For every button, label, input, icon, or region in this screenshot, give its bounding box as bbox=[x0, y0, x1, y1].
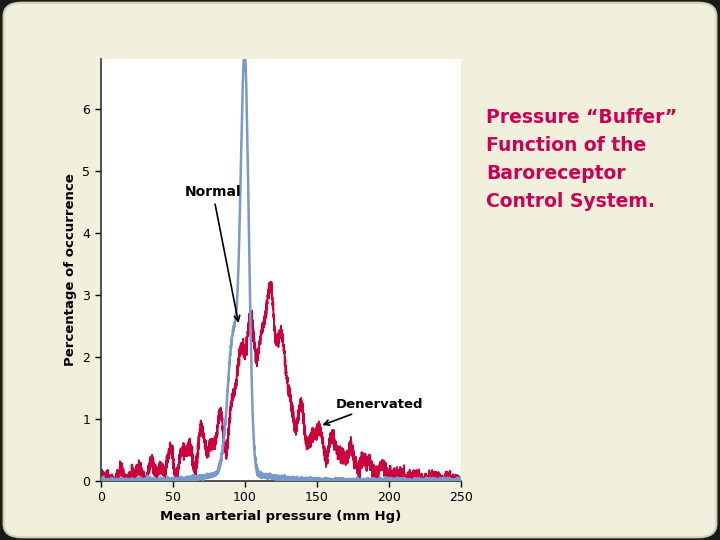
Text: Pressure “Buffer”
Function of the
Baroreceptor
Control System.: Pressure “Buffer” Function of the Barore… bbox=[486, 108, 677, 211]
Text: Denervated: Denervated bbox=[324, 397, 423, 425]
FancyBboxPatch shape bbox=[4, 3, 716, 537]
Text: Normal: Normal bbox=[184, 185, 241, 321]
X-axis label: Mean arterial pressure (mm Hg): Mean arterial pressure (mm Hg) bbox=[160, 510, 402, 523]
Y-axis label: Percentage of occurrence: Percentage of occurrence bbox=[64, 174, 77, 366]
